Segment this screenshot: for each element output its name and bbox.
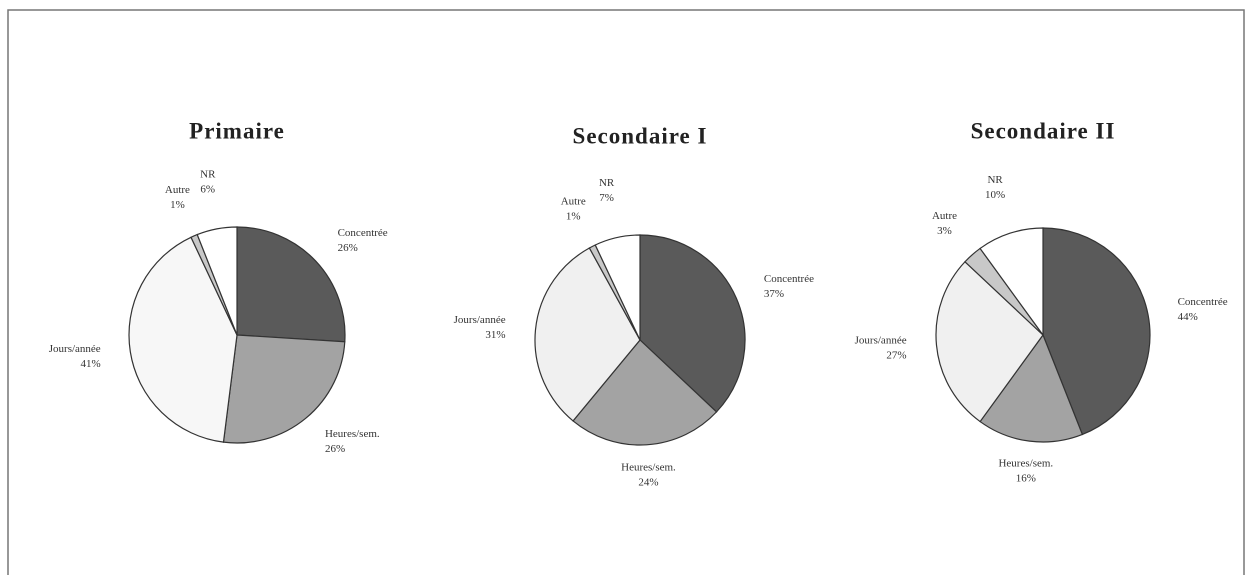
slice-label: Jours/année <box>855 334 907 346</box>
slice-value: 16% <box>1016 472 1036 484</box>
slice-label: NR <box>599 177 615 189</box>
pie-slice <box>639 234 746 413</box>
pie-slice <box>196 226 238 336</box>
slice-value: 3% <box>937 225 952 237</box>
slice-label: Jours/année <box>49 343 101 355</box>
slice-label: Heures/sem. <box>998 457 1053 469</box>
slice-label: Autre <box>932 210 957 222</box>
pie-slice <box>979 227 1044 337</box>
pie-slice <box>572 339 718 446</box>
pie-slice <box>594 234 641 341</box>
slice-label: Concentrée <box>1178 296 1228 308</box>
pie-slice <box>222 334 346 444</box>
pie-slice <box>979 333 1084 443</box>
slice-value: 26% <box>338 242 358 254</box>
slice-value: 6% <box>200 183 215 195</box>
slice-label: Heures/sem. <box>621 461 676 473</box>
pie-slice <box>236 226 346 343</box>
slice-value: 26% <box>325 443 345 455</box>
slice-value: 7% <box>599 192 614 204</box>
slice-label: Heures/sem. <box>325 428 380 440</box>
slice-label: Concentrée <box>338 227 388 239</box>
slice-value: 10% <box>985 189 1005 201</box>
slice-label: Jours/année <box>454 314 506 326</box>
slice-value: 31% <box>485 329 505 341</box>
slice-value: 1% <box>170 199 185 211</box>
slice-value: 41% <box>81 358 101 370</box>
slice-label: NR <box>987 174 1003 186</box>
slice-label: Autre <box>165 184 190 196</box>
chart-title: Secondaire II <box>971 118 1116 143</box>
slice-value: 24% <box>638 476 658 488</box>
pie-slice <box>534 247 641 422</box>
slice-label: NR <box>200 168 216 180</box>
pie-slice <box>935 260 1044 423</box>
slice-label: Autre <box>561 196 586 208</box>
slice-value: 27% <box>886 349 906 361</box>
chart-title: Secondaire I <box>573 123 708 148</box>
chart-title: Primaire <box>189 118 285 143</box>
slice-value: 1% <box>566 211 581 223</box>
pie-slice <box>1042 227 1151 436</box>
slice-label: Concentrée <box>764 273 814 285</box>
pie-slice <box>128 236 238 443</box>
slice-value: 37% <box>764 288 784 300</box>
slice-value: 44% <box>1178 311 1198 323</box>
frame <box>7 9 1245 575</box>
